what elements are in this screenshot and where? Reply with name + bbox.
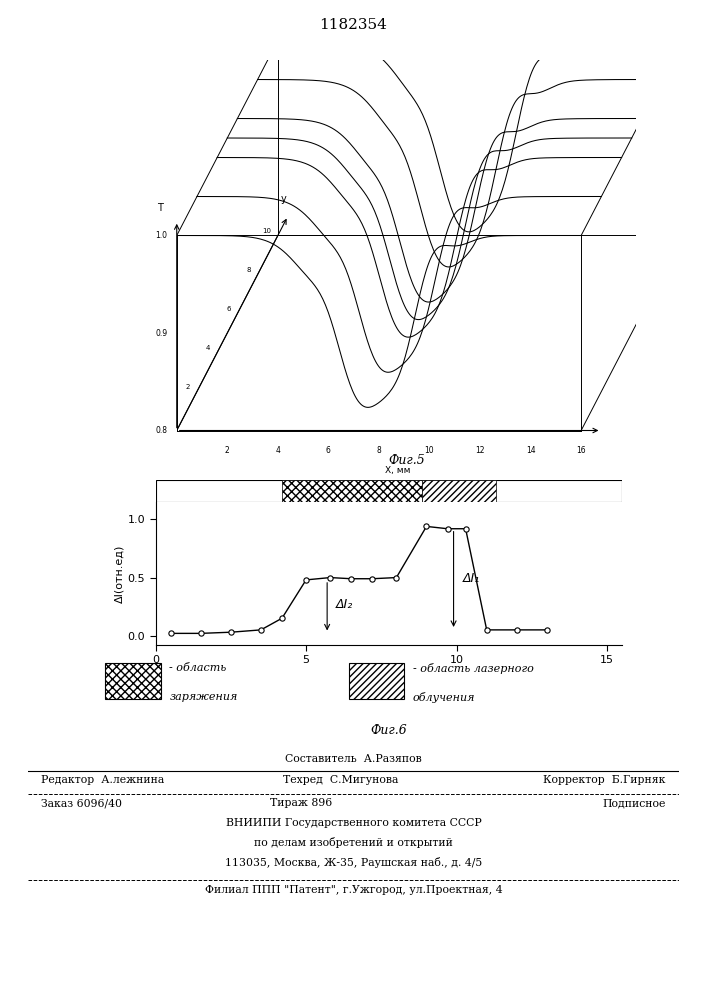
Text: 2: 2 xyxy=(225,446,230,455)
Text: ВНИИПИ Государственного комитета СССР: ВНИИПИ Государственного комитета СССР xyxy=(226,818,481,828)
Y-axis label: ΔI(отн.ед): ΔI(отн.ед) xyxy=(115,544,124,603)
Text: Составитель  А.Разяпов: Составитель А.Разяпов xyxy=(285,754,422,764)
Text: 8: 8 xyxy=(246,267,251,273)
Text: 6: 6 xyxy=(226,306,230,312)
Text: y: y xyxy=(281,194,286,204)
Text: ΔI₂: ΔI₂ xyxy=(336,598,354,611)
Text: T: T xyxy=(157,203,163,213)
Text: Редактор  А.лежнина: Редактор А.лежнина xyxy=(41,775,165,785)
Text: 2: 2 xyxy=(186,384,190,390)
Text: 1182354: 1182354 xyxy=(320,18,387,32)
Text: Подписное: Подписное xyxy=(602,798,666,808)
Text: 12: 12 xyxy=(475,446,485,455)
Text: 8: 8 xyxy=(377,446,381,455)
Text: X, мм: X, мм xyxy=(385,466,410,475)
Text: Филиал ППП "Патент", г.Ужгород, ул.Проектная, 4: Филиал ППП "Патент", г.Ужгород, ул.Проек… xyxy=(205,885,502,895)
Text: Фиг.6: Фиг.6 xyxy=(370,724,407,736)
Text: 6: 6 xyxy=(326,446,331,455)
Text: 0.8: 0.8 xyxy=(156,426,168,435)
Text: облучения: облучения xyxy=(413,692,475,703)
Text: 10: 10 xyxy=(425,446,434,455)
Text: Корректор  Б.Гирняк: Корректор Б.Гирняк xyxy=(543,775,666,785)
Text: 10: 10 xyxy=(262,228,271,234)
Text: 4: 4 xyxy=(276,446,280,455)
Text: ΔI₁: ΔI₁ xyxy=(462,572,480,585)
Text: - область: - область xyxy=(169,663,226,673)
Text: по делам изобретений и открытий: по делам изобретений и открытий xyxy=(254,838,453,848)
Bar xyxy=(281,480,421,502)
Text: 16: 16 xyxy=(576,446,586,455)
Text: Техред  С.Мигунова: Техред С.Мигунова xyxy=(283,775,398,785)
Text: Заказ 6096/40: Заказ 6096/40 xyxy=(41,798,122,808)
Text: 14: 14 xyxy=(526,446,535,455)
Bar xyxy=(105,663,160,699)
Text: 0.9: 0.9 xyxy=(156,328,168,338)
Text: Тираж 896: Тираж 896 xyxy=(270,798,332,808)
Text: - область лазерного: - область лазерного xyxy=(413,663,534,674)
Bar xyxy=(349,663,404,699)
Text: 1.0: 1.0 xyxy=(156,231,168,240)
Text: 4: 4 xyxy=(206,345,210,351)
Bar xyxy=(421,480,496,502)
X-axis label: X, мм: X, мм xyxy=(372,670,406,683)
Text: заряжения: заряжения xyxy=(169,692,238,702)
Text: Фиг.5: Фиг.5 xyxy=(388,454,425,468)
Text: 113035, Москва, Ж-35, Раушская наб., д. 4/5: 113035, Москва, Ж-35, Раушская наб., д. … xyxy=(225,857,482,868)
